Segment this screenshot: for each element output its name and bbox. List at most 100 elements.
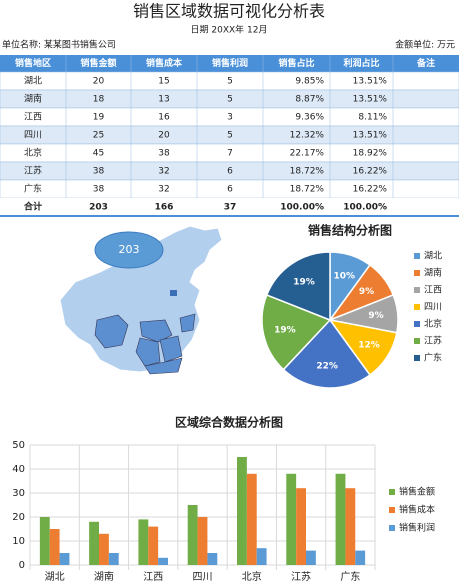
bar <box>345 488 356 565</box>
x-tick-label: 广东 <box>340 570 360 583</box>
legend-swatch <box>389 507 395 513</box>
legend-label: 销售成本 <box>399 504 435 516</box>
pie-label: 12% <box>358 340 380 350</box>
table-cell: 45 <box>93 149 104 159</box>
legend-swatch <box>414 253 420 259</box>
unit: 金额单位: 万元 <box>395 39 455 51</box>
table-cell: 22.17% <box>290 149 325 159</box>
table-total-cell: 37 <box>224 203 237 213</box>
table-cell: 5 <box>227 131 233 141</box>
table-cell: 38 <box>93 185 105 195</box>
table-total-cell: 合计 <box>24 201 42 213</box>
table-cell: 38 <box>93 167 105 177</box>
y-tick-label: 30 <box>12 488 25 499</box>
table-cell: 6 <box>227 185 233 195</box>
pie-slice <box>265 251 331 322</box>
table-header-cell: 利润占比 <box>342 57 379 69</box>
table-cell: 12.32% <box>290 131 325 141</box>
pie-slice <box>282 318 372 389</box>
table-cell: 38 <box>158 149 170 159</box>
table-header-cell: 销售成本 <box>146 57 183 69</box>
table-cell: 3 <box>227 113 233 123</box>
bar <box>256 548 267 565</box>
table-header-cell: 销售利润 <box>212 57 248 69</box>
pie-label: 10% <box>334 272 356 282</box>
pie-label: 19% <box>293 277 315 287</box>
legend-swatch <box>389 525 395 531</box>
legend-label: 湖南 <box>424 267 442 279</box>
legend-swatch <box>414 270 420 276</box>
x-tick-label: 四川 <box>193 572 213 583</box>
legend-swatch <box>414 338 420 344</box>
table-cell: 18.92% <box>353 149 388 159</box>
region-sichuan <box>94 314 129 349</box>
bar <box>187 505 198 565</box>
table-cell: 13.51% <box>353 77 388 87</box>
y-tick-label: 10 <box>12 536 25 547</box>
x-tick-label: 北京 <box>242 570 262 583</box>
x-tick-label: 江西 <box>143 571 163 583</box>
x-tick-label: 湖北 <box>45 571 65 583</box>
table-cell: 8.11% <box>358 113 387 123</box>
table-cell: 9.36% <box>295 113 324 123</box>
legend-label: 江苏 <box>424 335 442 347</box>
table-cell: 32 <box>158 167 169 177</box>
bar <box>59 553 70 565</box>
region-hunan <box>135 337 161 367</box>
legend-swatch <box>414 304 420 310</box>
x-tick-label: 湖南 <box>94 570 114 583</box>
y-tick-label: 50 <box>12 440 25 451</box>
bar <box>197 517 208 565</box>
pie-label: 9% <box>359 287 374 297</box>
bubble-label: 203 <box>119 243 140 256</box>
table-total-bg <box>0 198 459 216</box>
bar <box>306 550 316 565</box>
region-jiangxi <box>159 335 183 363</box>
bar <box>237 457 247 565</box>
region-hubei <box>139 319 173 343</box>
table-cell: 16 <box>158 113 170 123</box>
table-header-bg <box>0 55 459 72</box>
legend-label: 湖北 <box>424 251 442 262</box>
table-cell: 9.85% <box>295 77 324 87</box>
table-cell: 广东 <box>24 183 42 195</box>
table-cell: 湖南 <box>24 93 42 105</box>
table-cell: 7 <box>227 149 233 159</box>
legend-label: 销售利润 <box>399 522 435 534</box>
legend-swatch <box>414 321 420 327</box>
bar <box>138 519 149 565</box>
table-cell: 20 <box>93 77 105 87</box>
table-cell: 13.51% <box>353 131 388 141</box>
map: 203 <box>59 225 223 375</box>
legend-label: 四川 <box>424 303 442 313</box>
legend-label: 广东 <box>424 352 442 364</box>
table-cell: 13 <box>158 95 169 105</box>
table-header-cell: 备注 <box>416 57 435 69</box>
bar <box>89 521 99 565</box>
bar <box>207 553 218 565</box>
bar <box>158 557 168 565</box>
table-cell: 6 <box>227 167 233 177</box>
table-cell: 13.51% <box>353 95 388 105</box>
table-header-cell: 销售金额 <box>80 57 116 69</box>
table-cell: 25 <box>93 131 104 141</box>
table-cell: 四川 <box>24 131 42 141</box>
table-header-cell: 销售地区 <box>15 57 51 69</box>
bar <box>148 526 159 565</box>
legend-swatch <box>414 287 420 293</box>
x-tick-label: 江苏 <box>291 570 311 583</box>
bar <box>246 473 257 565</box>
table-cell: 江西 <box>24 112 42 123</box>
table-cell: 5 <box>227 77 233 87</box>
table-cell: 19 <box>93 113 105 123</box>
table-total-cell: 100.00% <box>280 203 324 213</box>
bar <box>49 529 60 565</box>
table-cell: 5 <box>227 95 233 105</box>
pie-label: 22% <box>316 362 338 372</box>
bar <box>99 533 109 565</box>
bubble <box>94 231 164 269</box>
chart-title: 销售结构分析图 <box>308 223 392 238</box>
bar <box>355 550 366 565</box>
table-total-cell: 203 <box>89 203 108 213</box>
table-header-cell: 销售占比 <box>278 57 314 69</box>
